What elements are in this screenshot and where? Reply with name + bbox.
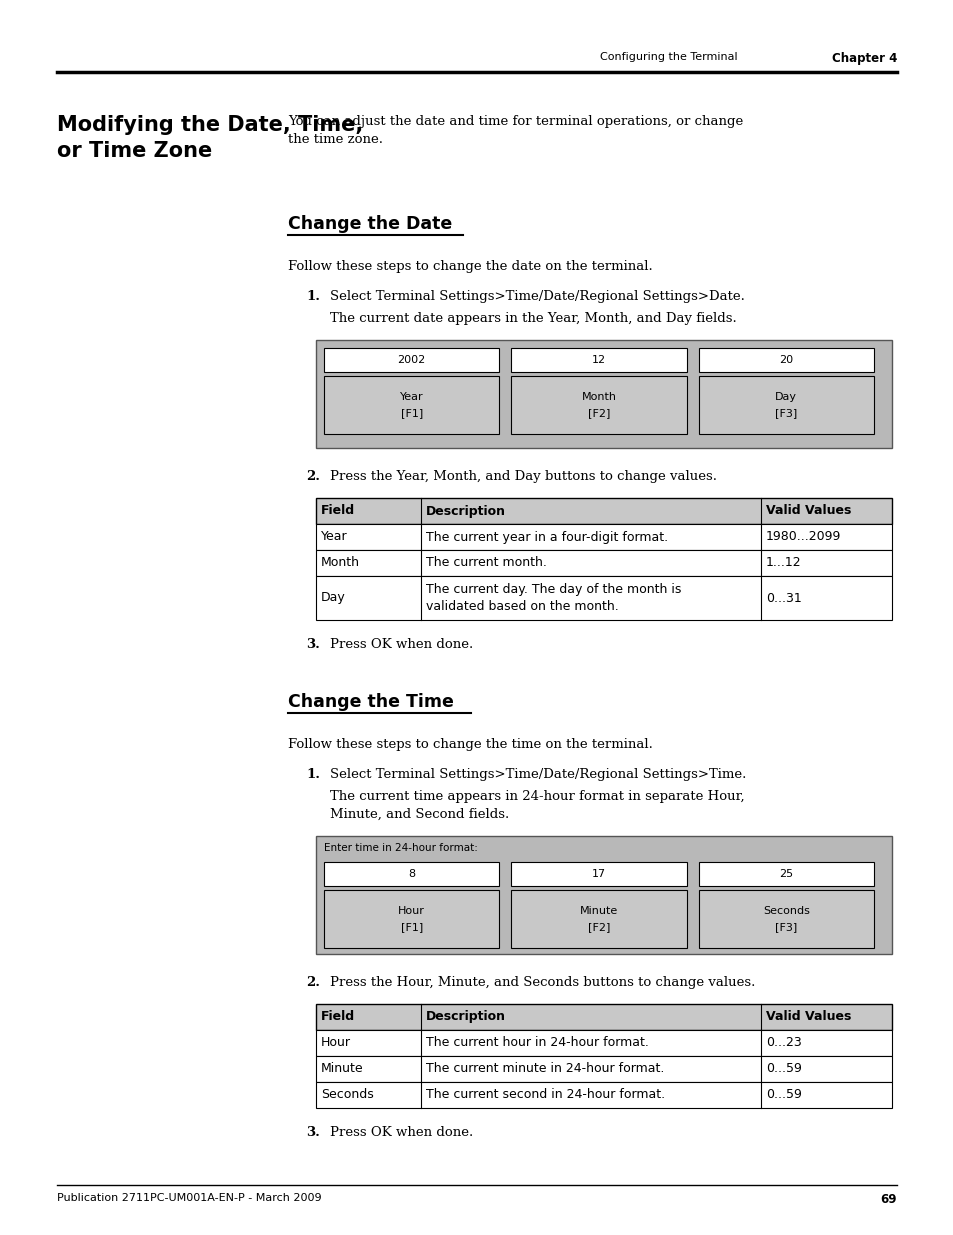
Text: The current time appears in 24-hour format in separate Hour,: The current time appears in 24-hour form… <box>330 790 744 803</box>
Text: Seconds: Seconds <box>762 906 809 916</box>
Text: 3.: 3. <box>306 1126 319 1139</box>
Text: 1980...2099: 1980...2099 <box>765 531 841 543</box>
Bar <box>315 1056 891 1082</box>
Text: Press OK when done.: Press OK when done. <box>330 638 473 651</box>
Bar <box>324 862 498 885</box>
Text: Valid Values: Valid Values <box>765 1010 850 1024</box>
Text: Field: Field <box>320 505 355 517</box>
Text: Description: Description <box>426 1010 505 1024</box>
Text: Hour: Hour <box>320 1036 351 1050</box>
Text: Day: Day <box>775 391 797 403</box>
Text: 1...12: 1...12 <box>765 557 801 569</box>
Bar <box>698 862 873 885</box>
Text: 69: 69 <box>880 1193 896 1207</box>
Bar <box>511 862 686 885</box>
Text: [F3]: [F3] <box>775 408 797 417</box>
Text: Minute, and Second fields.: Minute, and Second fields. <box>330 808 509 821</box>
Text: Month: Month <box>581 391 616 403</box>
Text: 0...59: 0...59 <box>765 1062 801 1076</box>
Text: 1.: 1. <box>306 768 319 781</box>
Text: Press the Hour, Minute, and Seconds buttons to change values.: Press the Hour, Minute, and Seconds butt… <box>330 976 755 989</box>
Text: The current date appears in the Year, Month, and Day fields.: The current date appears in the Year, Mo… <box>330 312 736 325</box>
Text: Minute: Minute <box>579 906 618 916</box>
Bar <box>315 836 891 953</box>
Text: Year: Year <box>320 531 347 543</box>
Bar <box>315 1030 891 1056</box>
Text: 2.: 2. <box>306 976 319 989</box>
Text: the time zone.: the time zone. <box>288 133 382 146</box>
Bar <box>698 348 873 372</box>
Bar <box>511 348 686 372</box>
Text: Year: Year <box>399 391 423 403</box>
Text: 1.: 1. <box>306 290 319 303</box>
Bar <box>511 375 686 433</box>
Text: [F1]: [F1] <box>400 408 422 417</box>
Text: Press OK when done.: Press OK when done. <box>330 1126 473 1139</box>
Text: or Time Zone: or Time Zone <box>57 141 212 161</box>
Text: Minute: Minute <box>320 1062 363 1076</box>
Text: 2.: 2. <box>306 471 319 483</box>
Text: 20: 20 <box>779 354 793 366</box>
Bar <box>698 890 873 948</box>
Text: 8: 8 <box>408 869 415 879</box>
Text: Select Terminal Settings>Time/Date/Regional Settings>Date.: Select Terminal Settings>Time/Date/Regio… <box>330 290 744 303</box>
Text: Follow these steps to change the date on the terminal.: Follow these steps to change the date on… <box>288 261 652 273</box>
Bar <box>315 340 891 448</box>
Text: Change the Time: Change the Time <box>288 693 454 711</box>
Text: Month: Month <box>320 557 359 569</box>
Bar <box>315 498 891 524</box>
Text: Enter time in 24-hour format:: Enter time in 24-hour format: <box>324 844 477 853</box>
Text: Description: Description <box>426 505 505 517</box>
Bar <box>324 375 498 433</box>
Text: The current hour in 24-hour format.: The current hour in 24-hour format. <box>426 1036 648 1050</box>
Text: 2002: 2002 <box>397 354 425 366</box>
Text: [F1]: [F1] <box>400 923 422 932</box>
Text: The current year in a four-digit format.: The current year in a four-digit format. <box>426 531 667 543</box>
Text: You can adjust the date and time for terminal operations, or change: You can adjust the date and time for ter… <box>288 115 742 128</box>
Text: [F3]: [F3] <box>775 923 797 932</box>
Text: Modifying the Date, Time,: Modifying the Date, Time, <box>57 115 363 135</box>
Bar <box>324 348 498 372</box>
Text: Configuring the Terminal: Configuring the Terminal <box>599 52 737 62</box>
Text: 0...59: 0...59 <box>765 1088 801 1102</box>
Text: The current month.: The current month. <box>426 557 546 569</box>
Bar <box>315 1004 891 1030</box>
Text: Publication 2711PC-UM001A-EN-P - March 2009: Publication 2711PC-UM001A-EN-P - March 2… <box>57 1193 321 1203</box>
Bar <box>315 550 891 576</box>
Text: Press the Year, Month, and Day buttons to change values.: Press the Year, Month, and Day buttons t… <box>330 471 717 483</box>
Bar <box>315 524 891 550</box>
Text: 17: 17 <box>591 869 605 879</box>
Text: 12: 12 <box>591 354 605 366</box>
Text: Hour: Hour <box>397 906 425 916</box>
Text: Follow these steps to change the time on the terminal.: Follow these steps to change the time on… <box>288 739 652 751</box>
Text: 3.: 3. <box>306 638 319 651</box>
Text: 0...31: 0...31 <box>765 592 801 604</box>
Text: The current second in 24-hour format.: The current second in 24-hour format. <box>426 1088 664 1102</box>
Text: Field: Field <box>320 1010 355 1024</box>
Text: Day: Day <box>320 592 345 604</box>
Bar <box>315 576 891 620</box>
Text: Valid Values: Valid Values <box>765 505 850 517</box>
Bar <box>324 890 498 948</box>
Bar <box>511 890 686 948</box>
Bar <box>698 375 873 433</box>
Text: [F2]: [F2] <box>587 923 610 932</box>
Text: Change the Date: Change the Date <box>288 215 452 233</box>
Text: The current day. The day of the month is
validated based on the month.: The current day. The day of the month is… <box>426 583 680 613</box>
Text: 25: 25 <box>779 869 793 879</box>
Text: The current minute in 24-hour format.: The current minute in 24-hour format. <box>426 1062 663 1076</box>
Text: Seconds: Seconds <box>320 1088 374 1102</box>
Text: [F2]: [F2] <box>587 408 610 417</box>
Bar <box>315 1082 891 1108</box>
Text: 0...23: 0...23 <box>765 1036 801 1050</box>
Text: Select Terminal Settings>Time/Date/Regional Settings>Time.: Select Terminal Settings>Time/Date/Regio… <box>330 768 745 781</box>
Text: Chapter 4: Chapter 4 <box>831 52 896 65</box>
